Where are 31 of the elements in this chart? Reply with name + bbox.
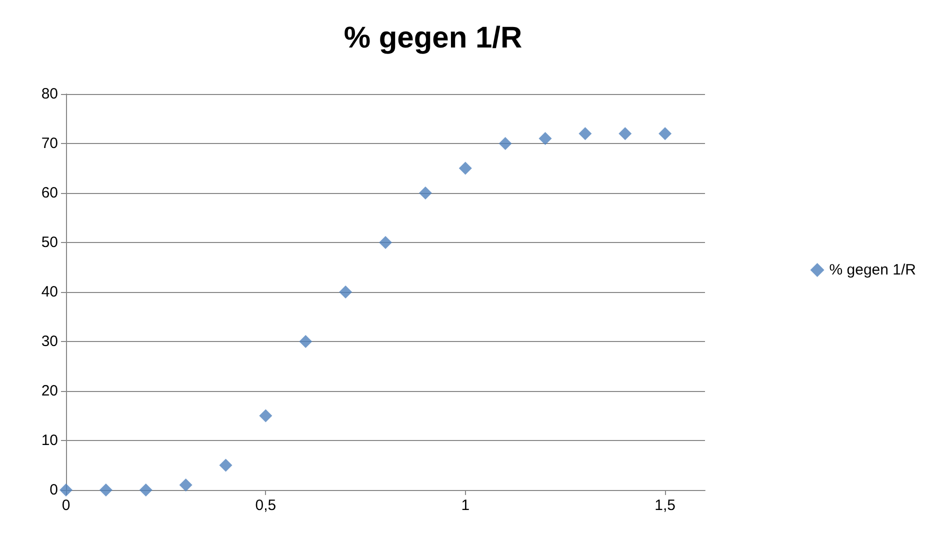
point xyxy=(498,137,512,150)
point xyxy=(618,127,632,140)
y-tick-label: 80 xyxy=(41,86,58,102)
y-tick-label: 20 xyxy=(41,382,58,400)
point xyxy=(299,335,312,348)
y-tick-label: 10 xyxy=(41,432,58,449)
point xyxy=(418,186,432,200)
y-tick-label: 60 xyxy=(41,184,58,202)
point xyxy=(219,458,232,472)
point xyxy=(379,236,392,249)
x-tick-label: 0 xyxy=(62,497,70,514)
y-tick-label: 70 xyxy=(41,135,58,152)
point xyxy=(458,162,472,175)
y-tick-label: 40 xyxy=(41,284,58,300)
point xyxy=(339,286,352,298)
point xyxy=(658,127,672,140)
x-tick-label: 1 xyxy=(461,497,470,514)
x-tick-label: 1,5 xyxy=(654,497,676,514)
point xyxy=(259,409,272,422)
point xyxy=(139,484,152,496)
x-tick-label: 0,5 xyxy=(255,497,276,514)
point xyxy=(538,132,552,146)
point xyxy=(578,127,592,140)
y-tick-label: 30 xyxy=(41,333,58,350)
point xyxy=(60,484,72,496)
chart-title: % gegen 1/R xyxy=(344,22,523,54)
legend-label: % gegen 1/R xyxy=(829,262,916,278)
point xyxy=(99,484,112,496)
point xyxy=(179,478,192,492)
y-tick-label: 50 xyxy=(41,234,58,251)
y-tick-label: 0 xyxy=(50,482,58,498)
